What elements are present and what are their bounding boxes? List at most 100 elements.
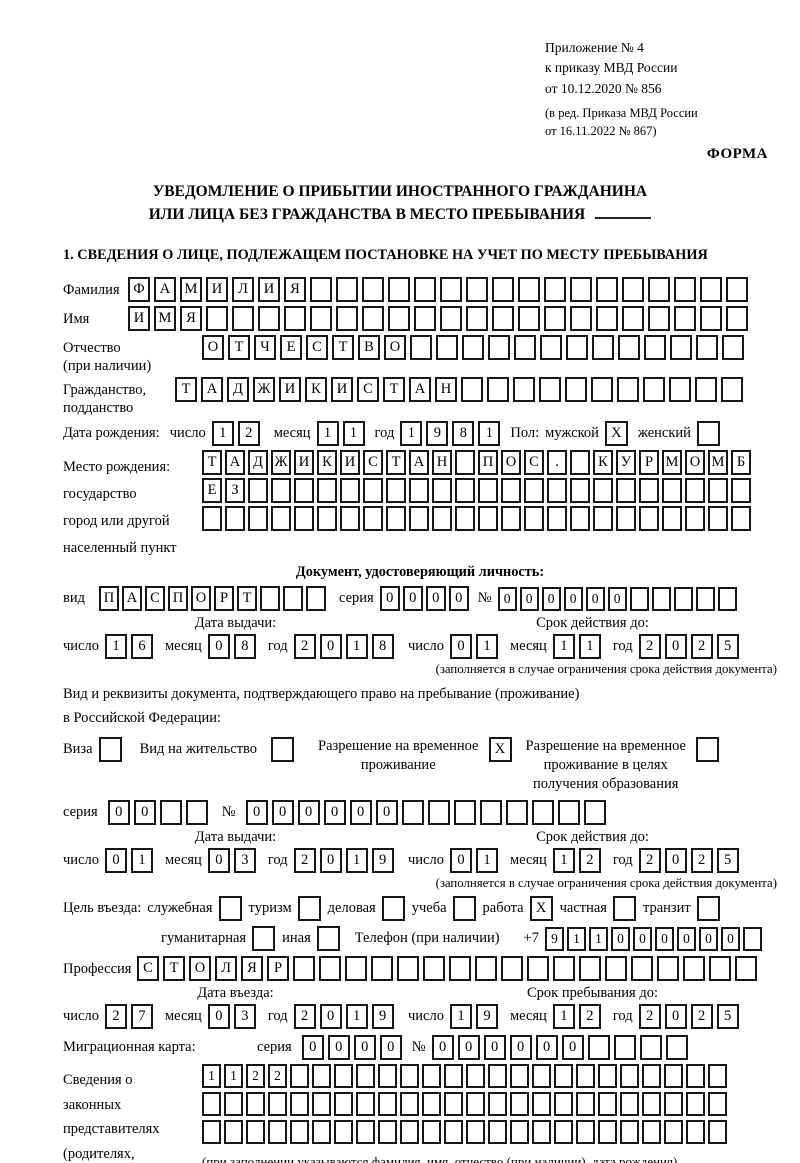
- char-box[interactable]: 2: [104, 1004, 127, 1029]
- char-box[interactable]: 2: [268, 1064, 287, 1088]
- char-box[interactable]: [400, 1120, 419, 1144]
- char-box[interactable]: [683, 956, 705, 981]
- purpose-study-checkbox[interactable]: [452, 896, 476, 921]
- char-box[interactable]: [570, 306, 592, 331]
- char-box[interactable]: [371, 956, 393, 981]
- char-box[interactable]: 0: [327, 1035, 350, 1060]
- char-box[interactable]: 0: [319, 634, 342, 659]
- char-box[interactable]: О: [501, 450, 521, 475]
- char-box[interactable]: [648, 306, 670, 331]
- char-box[interactable]: 0: [607, 586, 627, 611]
- char-box[interactable]: И: [258, 277, 280, 302]
- char-box[interactable]: Р: [639, 450, 659, 475]
- char-box[interactable]: [642, 1120, 661, 1144]
- char-box[interactable]: [268, 1120, 287, 1144]
- char-box[interactable]: А: [122, 586, 142, 611]
- char-box[interactable]: [462, 335, 484, 360]
- char-box[interactable]: 2: [293, 634, 316, 659]
- char-box[interactable]: [673, 586, 693, 611]
- char-box[interactable]: И: [340, 450, 360, 475]
- char-box[interactable]: [639, 1035, 662, 1060]
- purpose-work-checkbox[interactable]: X: [529, 896, 553, 921]
- char-box[interactable]: О: [685, 450, 705, 475]
- char-box[interactable]: 0: [497, 586, 517, 611]
- char-box[interactable]: Д: [227, 377, 249, 402]
- char-box[interactable]: [455, 450, 475, 475]
- char-box[interactable]: 0: [207, 634, 230, 659]
- char-box[interactable]: [488, 1120, 507, 1144]
- char-box[interactable]: [294, 478, 314, 503]
- char-box[interactable]: [708, 1064, 727, 1088]
- char-box[interactable]: [440, 277, 462, 302]
- char-box[interactable]: [674, 277, 696, 302]
- char-box[interactable]: 2: [293, 1004, 316, 1029]
- char-box[interactable]: [620, 1092, 639, 1116]
- char-box[interactable]: 9: [426, 421, 449, 446]
- char-box[interactable]: 1: [400, 421, 423, 446]
- char-box[interactable]: [444, 1120, 463, 1144]
- char-box[interactable]: [686, 1064, 705, 1088]
- char-box[interactable]: [735, 956, 757, 981]
- char-box[interactable]: [386, 478, 406, 503]
- char-box[interactable]: [340, 478, 360, 503]
- char-box[interactable]: 0: [654, 926, 674, 951]
- char-box[interactable]: [414, 277, 436, 302]
- char-box[interactable]: [501, 506, 521, 531]
- char-box[interactable]: [518, 277, 540, 302]
- char-box[interactable]: 1: [566, 926, 586, 951]
- char-box[interactable]: И: [331, 377, 353, 402]
- char-box[interactable]: [488, 335, 510, 360]
- char-box[interactable]: М: [154, 306, 176, 331]
- char-box[interactable]: 0: [664, 1004, 687, 1029]
- purpose-other-checkbox[interactable]: [316, 926, 340, 951]
- char-box[interactable]: [726, 277, 748, 302]
- char-box[interactable]: [620, 1064, 639, 1088]
- char-box[interactable]: [202, 1120, 221, 1144]
- char-box[interactable]: [378, 1092, 397, 1116]
- char-box[interactable]: [378, 1120, 397, 1144]
- char-box[interactable]: Е: [280, 335, 302, 360]
- char-box[interactable]: [510, 1064, 529, 1088]
- char-box[interactable]: [721, 377, 743, 402]
- char-box[interactable]: [696, 335, 718, 360]
- char-box[interactable]: [290, 1120, 309, 1144]
- char-box[interactable]: 0: [107, 800, 130, 825]
- char-box[interactable]: А: [201, 377, 223, 402]
- char-box[interactable]: [401, 800, 424, 825]
- char-box[interactable]: [312, 1120, 331, 1144]
- char-box[interactable]: 0: [563, 586, 583, 611]
- char-box[interactable]: [356, 1064, 375, 1088]
- char-box[interactable]: [246, 1092, 265, 1116]
- char-box[interactable]: [232, 306, 254, 331]
- char-box[interactable]: [708, 1120, 727, 1144]
- char-box[interactable]: [514, 335, 536, 360]
- char-box[interactable]: 1: [342, 421, 365, 446]
- char-box[interactable]: [622, 277, 644, 302]
- char-box[interactable]: 1: [345, 1004, 368, 1029]
- char-box[interactable]: 1: [475, 634, 498, 659]
- char-box[interactable]: П: [99, 586, 119, 611]
- char-box[interactable]: [410, 335, 432, 360]
- char-box[interactable]: 0: [402, 586, 423, 611]
- char-box[interactable]: 0: [457, 1035, 480, 1060]
- char-box[interactable]: [616, 506, 636, 531]
- char-box[interactable]: 0: [379, 586, 400, 611]
- char-box[interactable]: [566, 335, 588, 360]
- char-box[interactable]: [224, 1092, 243, 1116]
- char-box[interactable]: 1: [588, 926, 608, 951]
- char-box[interactable]: [544, 306, 566, 331]
- char-box[interactable]: [570, 506, 590, 531]
- char-box[interactable]: [340, 506, 360, 531]
- char-box[interactable]: [475, 956, 497, 981]
- char-box[interactable]: Я: [284, 277, 306, 302]
- purpose-tourism-checkbox[interactable]: [297, 896, 321, 921]
- char-box[interactable]: [617, 377, 639, 402]
- char-box[interactable]: [540, 335, 562, 360]
- char-box[interactable]: 3: [233, 1004, 256, 1029]
- char-box[interactable]: 2: [578, 1004, 601, 1029]
- char-box[interactable]: [579, 956, 601, 981]
- char-box[interactable]: [596, 306, 618, 331]
- char-box[interactable]: [449, 956, 471, 981]
- char-box[interactable]: 0: [483, 1035, 506, 1060]
- char-box[interactable]: Т: [202, 450, 222, 475]
